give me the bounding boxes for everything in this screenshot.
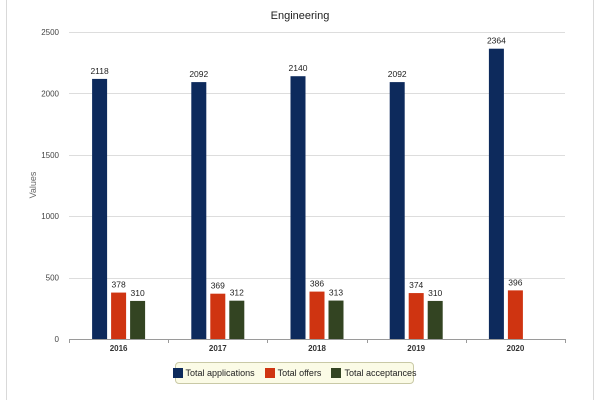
bar: [408, 293, 424, 339]
y-tick-labels: 0 500 1000 1500 2000 2500: [41, 28, 59, 344]
x-tick-label: 2019: [407, 344, 425, 353]
x-tick-label: 2017: [209, 344, 227, 353]
bar: [130, 300, 146, 339]
x-tick-label: 2016: [110, 344, 128, 353]
bar: [507, 290, 523, 339]
frame-border-right: [593, 0, 594, 400]
bar: [389, 82, 405, 339]
x-tick-label: 2020: [507, 344, 525, 353]
legend-label: Total acceptances: [344, 368, 417, 378]
bar: [210, 293, 226, 339]
bar: [488, 48, 504, 339]
bar: [309, 291, 325, 339]
y-tick-label: 0: [55, 335, 60, 344]
legend-swatch: [264, 368, 275, 378]
data-label: 310: [131, 288, 145, 298]
legend-item[interactable]: Total acceptances: [331, 368, 416, 378]
data-label: 374: [409, 280, 423, 290]
legend-swatch: [172, 368, 183, 378]
x-tick-labels: 2016 2017 2018 2019 2020: [110, 344, 525, 353]
data-label: 313: [329, 288, 343, 298]
legend-label: Total offers: [277, 368, 322, 378]
data-label: 2118: [90, 66, 109, 76]
bars: [92, 48, 523, 339]
bar: [111, 292, 127, 339]
frame-border-left: [6, 0, 7, 400]
bar: [229, 300, 245, 339]
data-label: 396: [508, 277, 522, 287]
data-label: 2364: [487, 36, 506, 46]
data-label: 369: [211, 281, 225, 291]
legend-swatch: [331, 368, 342, 378]
legend: Total applications Total offers Total acce…: [172, 362, 416, 384]
data-label: 378: [112, 280, 126, 290]
x-tick-label: 2018: [308, 344, 326, 353]
data-label: 386: [310, 279, 324, 289]
legend-item[interactable]: Total offers: [264, 368, 322, 378]
data-label: 2092: [388, 69, 407, 79]
data-label: 2092: [189, 69, 208, 79]
y-tick-label: 500: [46, 274, 60, 283]
y-tick-label: 1000: [41, 212, 59, 221]
bar: [290, 76, 306, 339]
y-tick-label: 1500: [41, 151, 59, 160]
bar: [328, 300, 344, 339]
data-label: 2140: [289, 63, 308, 73]
bar: [191, 82, 207, 339]
bar: [427, 300, 443, 339]
y-tick-label: 2500: [41, 28, 59, 37]
data-labels: 2118 378 310 2092 369 312 2140 386 313 2092 374 310…: [90, 36, 522, 298]
legend-label: Total applications: [185, 368, 255, 378]
data-label: 312: [230, 288, 244, 298]
y-axis-label: Values: [28, 171, 38, 198]
bar: [92, 78, 108, 339]
data-label: 310: [428, 288, 442, 298]
y-tick-label: 2000: [41, 89, 59, 98]
legend-item[interactable]: Total applications: [172, 368, 255, 378]
grid-lines: [69, 32, 566, 343]
chart-title: Engineering: [271, 10, 330, 22]
